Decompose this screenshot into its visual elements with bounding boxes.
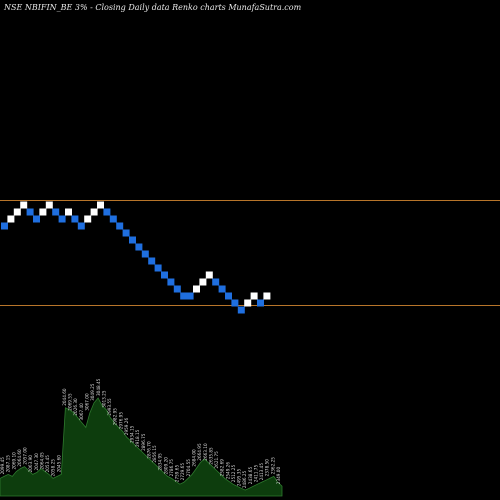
renko-brick bbox=[167, 278, 175, 286]
volume-label: 2809.20 bbox=[163, 457, 168, 475]
volume-label: 2684.00 bbox=[192, 449, 197, 467]
renko-brick bbox=[199, 278, 207, 286]
renko-brick bbox=[26, 208, 34, 216]
volume-label: 2664.95 bbox=[197, 443, 202, 461]
renko-brick bbox=[33, 215, 40, 223]
volume-label: 2918.15 bbox=[135, 429, 140, 447]
renko-brick bbox=[45, 201, 53, 209]
renko-brick bbox=[218, 285, 226, 293]
renko-brick bbox=[20, 201, 28, 209]
renko-brick bbox=[65, 208, 72, 216]
renko-brick bbox=[141, 250, 149, 258]
renko-bricks bbox=[1, 201, 271, 314]
renko-brick bbox=[39, 208, 47, 216]
renko-brick bbox=[180, 292, 188, 300]
volume-label: 2896.75 bbox=[141, 433, 146, 451]
volume-label: 2486.25 bbox=[242, 470, 247, 488]
volume-label: 2026.30 bbox=[73, 398, 78, 416]
renko-brick bbox=[231, 299, 239, 307]
volume-label: 2064.60 bbox=[17, 449, 22, 467]
volume-label: 2047.30 bbox=[34, 453, 39, 471]
volume-label: 3048.45 bbox=[96, 378, 101, 396]
renko-brick bbox=[225, 292, 232, 300]
volume-label: 3049.25 bbox=[90, 383, 95, 401]
renko-brick bbox=[263, 292, 271, 300]
volume-label: 2087.15 bbox=[6, 455, 11, 473]
renko-brick bbox=[116, 222, 124, 230]
renko-brick bbox=[193, 285, 200, 293]
volume-label: 2993.55 bbox=[107, 398, 112, 416]
volume-label: 2063.90 bbox=[28, 455, 33, 473]
renko-brick bbox=[148, 257, 156, 265]
renko-brick bbox=[205, 271, 213, 279]
volume-label: 2099.45 bbox=[0, 457, 5, 475]
volume-label: 2349.00 bbox=[276, 467, 281, 485]
volume-label: 2362.25 bbox=[270, 457, 275, 475]
volume-label: 2069.55 bbox=[68, 393, 73, 411]
volume-label: 2982.95 bbox=[113, 408, 118, 426]
renko-brick bbox=[122, 229, 130, 237]
volume-label: 2069.10 bbox=[11, 452, 16, 470]
renko-brick bbox=[154, 264, 162, 272]
volume-label: 2582.69 bbox=[220, 459, 225, 477]
volume-label: 2064.05 bbox=[39, 452, 44, 470]
renko-brick bbox=[135, 243, 143, 251]
volume-label: 2704.55 bbox=[186, 459, 191, 477]
volume-label: 2045.60 bbox=[56, 455, 61, 473]
renko-brick bbox=[186, 292, 194, 300]
renko-brick bbox=[1, 222, 8, 230]
renko-brick bbox=[257, 299, 264, 307]
volume-label: 2934.15 bbox=[130, 425, 135, 443]
renko-brick bbox=[90, 208, 98, 216]
renko-brick bbox=[109, 215, 117, 223]
volume-label: 2057.00 bbox=[23, 447, 28, 465]
volume-label: 2786.75 bbox=[169, 459, 174, 477]
volume-label: 2411.75 bbox=[254, 465, 259, 483]
volume-label: 2549.26 bbox=[225, 462, 230, 480]
renko-brick bbox=[52, 208, 60, 216]
volume-label: 2438.65 bbox=[248, 467, 253, 485]
renko-brick bbox=[97, 201, 104, 209]
renko-brick bbox=[129, 236, 136, 244]
volume-label: 3067.40 bbox=[79, 403, 84, 421]
renko-brick bbox=[13, 208, 21, 216]
volume-label: 2635.85 bbox=[208, 447, 213, 465]
renko-brick bbox=[212, 278, 220, 286]
volume-label: 2044.60 bbox=[62, 388, 67, 406]
renko-brick bbox=[71, 215, 79, 223]
renko-brick bbox=[84, 215, 92, 223]
renko-brick bbox=[7, 215, 15, 223]
renko-brick bbox=[58, 215, 66, 223]
volume-label: 2834.95 bbox=[158, 453, 163, 471]
volume-label: 2759.65 bbox=[175, 465, 180, 483]
volume-label: 2495.35 bbox=[237, 469, 242, 487]
chart-title: NSE NBIFIN_BE 3% - Closing Daily data Re… bbox=[4, 3, 302, 12]
volume-label: 2621.75 bbox=[214, 451, 219, 469]
volume-label: 2663.10 bbox=[203, 443, 208, 461]
renko-brick bbox=[250, 292, 258, 300]
volume-label: 2378.50 bbox=[265, 459, 270, 477]
volume-area bbox=[0, 397, 283, 497]
volume-label: 2058.25 bbox=[51, 459, 56, 477]
volume-label: 2413.45 bbox=[259, 463, 264, 481]
volume-label: 2512.25 bbox=[231, 465, 236, 483]
renko-brick bbox=[244, 299, 252, 307]
volume-label: 3013.25 bbox=[101, 390, 106, 408]
volume-label: 2876.70 bbox=[146, 441, 151, 459]
volume-label: 2959.26 bbox=[124, 418, 129, 436]
renko-brick bbox=[237, 306, 245, 314]
renko-brick bbox=[77, 222, 85, 230]
volume-area-path bbox=[0, 397, 283, 497]
renko-brick bbox=[173, 285, 181, 293]
volume-label: 2729.65 bbox=[180, 463, 185, 481]
volume-label: 2856.15 bbox=[152, 445, 157, 463]
volume-label: 3067.00 bbox=[85, 393, 90, 411]
volume-label: 2976.95 bbox=[118, 412, 123, 430]
renko-brick bbox=[161, 271, 168, 279]
volume-labels: 2099.45 2087.15 2069.10 2064.60 2057.00 2063.… bbox=[0, 378, 281, 488]
renko-brick bbox=[103, 208, 111, 216]
volume-label: 2053.45 bbox=[45, 455, 50, 473]
